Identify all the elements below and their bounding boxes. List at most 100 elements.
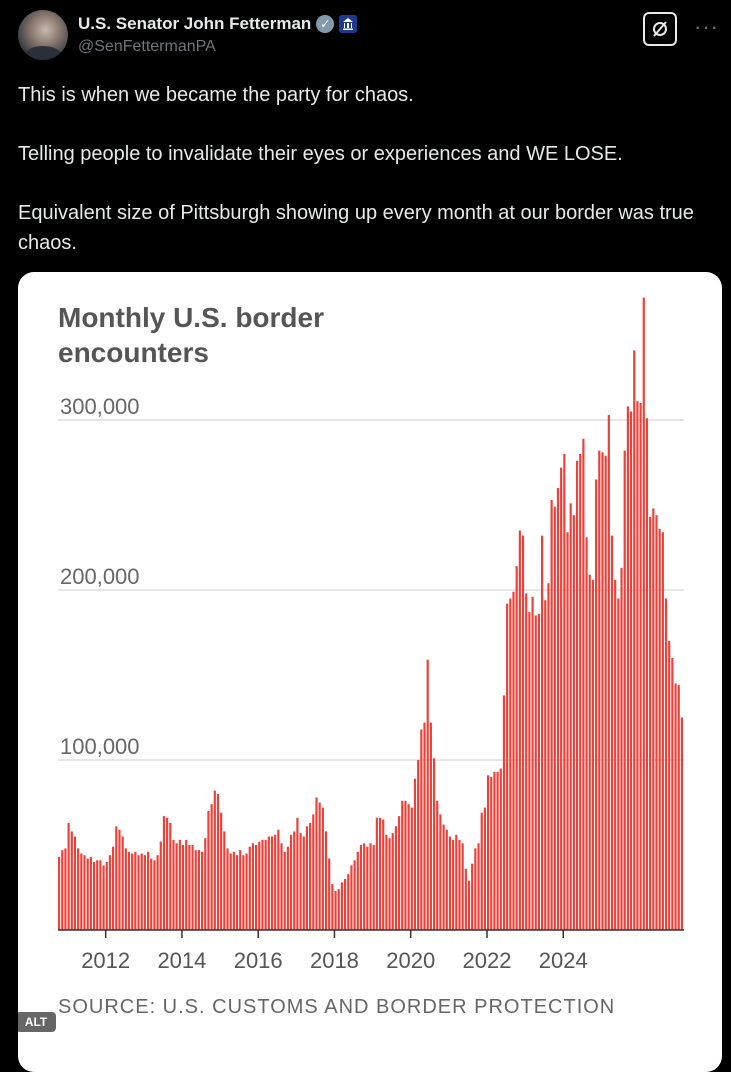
bar bbox=[442, 824, 445, 930]
bar bbox=[474, 848, 477, 930]
bar bbox=[318, 802, 321, 930]
bar bbox=[99, 860, 102, 930]
bar bbox=[633, 350, 636, 930]
bar bbox=[404, 800, 407, 930]
bar bbox=[340, 882, 343, 930]
more-options-icon[interactable]: ··· bbox=[694, 14, 719, 39]
bar bbox=[455, 834, 458, 930]
bar bbox=[363, 843, 366, 930]
bar bbox=[204, 838, 207, 930]
bar bbox=[194, 850, 197, 930]
bar bbox=[328, 858, 331, 930]
bar bbox=[509, 598, 512, 930]
bar bbox=[166, 817, 169, 930]
tweet-header: U.S. Senator John Fetterman ✓ @SenFetter… bbox=[18, 8, 719, 60]
bar bbox=[680, 717, 683, 930]
bar bbox=[299, 833, 302, 930]
bar bbox=[58, 856, 61, 930]
bar bbox=[200, 851, 204, 930]
bar-chart: 100,000 200,000 300,000 2012 2014 2016 2018 202… bbox=[58, 297, 684, 973]
bar bbox=[595, 479, 598, 930]
bar bbox=[575, 460, 579, 930]
bar bbox=[448, 836, 452, 930]
bar bbox=[61, 850, 64, 930]
bar bbox=[242, 855, 245, 930]
bar bbox=[410, 807, 413, 930]
bar bbox=[512, 591, 515, 930]
y-tick-label: 200,000 bbox=[60, 564, 140, 589]
bar bbox=[391, 833, 394, 930]
bar bbox=[610, 535, 614, 930]
bar bbox=[569, 503, 572, 930]
bar bbox=[159, 841, 162, 930]
bar bbox=[471, 863, 474, 930]
bar bbox=[382, 819, 385, 930]
bar bbox=[112, 846, 115, 930]
bar bbox=[216, 794, 220, 930]
bar bbox=[89, 856, 92, 930]
bar bbox=[601, 452, 604, 930]
bar bbox=[607, 414, 610, 930]
bar bbox=[502, 695, 506, 930]
bar bbox=[353, 860, 356, 930]
bar bbox=[394, 826, 398, 930]
bar bbox=[80, 853, 83, 930]
media-image-card[interactable]: Monthly U.S. border encounters 100,000 20… bbox=[18, 272, 722, 1072]
verified-badge-icon[interactable]: ✓ bbox=[316, 15, 335, 33]
bar bbox=[207, 811, 210, 930]
bar bbox=[334, 890, 337, 930]
bar bbox=[143, 855, 146, 930]
bar bbox=[305, 826, 309, 930]
bar bbox=[556, 488, 560, 930]
bar bbox=[286, 846, 289, 930]
x-tick-label: 2018 bbox=[310, 948, 359, 973]
bar bbox=[436, 800, 439, 930]
alt-text-badge[interactable]: ALT bbox=[16, 1012, 56, 1032]
author-name-row: U.S. Senator John Fetterman ✓ bbox=[78, 14, 358, 34]
bar bbox=[210, 804, 213, 930]
bar bbox=[140, 853, 143, 930]
government-capitol-icon[interactable] bbox=[339, 15, 358, 33]
tweet-paragraph: Telling people to invalidate their eyes … bbox=[18, 143, 623, 165]
bar bbox=[96, 860, 99, 930]
bar bbox=[401, 800, 404, 930]
x-tick-label: 2020 bbox=[386, 948, 435, 973]
author-handle[interactable]: @SenFettermanPA bbox=[78, 38, 216, 55]
bar bbox=[655, 515, 658, 930]
bar bbox=[582, 438, 585, 930]
bar bbox=[188, 845, 191, 930]
bar bbox=[423, 722, 426, 930]
bar bbox=[245, 853, 248, 930]
bar bbox=[493, 771, 496, 930]
y-tick-label: 100,000 bbox=[60, 734, 140, 759]
bar bbox=[525, 593, 528, 930]
bar bbox=[598, 450, 601, 930]
bar bbox=[185, 839, 188, 930]
bar bbox=[483, 807, 486, 930]
x-tick-label: 2024 bbox=[539, 948, 588, 973]
author-name[interactable]: U.S. Senator John Fetterman bbox=[78, 14, 312, 33]
bar bbox=[293, 831, 296, 930]
bar bbox=[331, 884, 334, 930]
bar bbox=[302, 836, 305, 930]
bar bbox=[105, 862, 108, 930]
bar bbox=[121, 836, 124, 930]
bar bbox=[239, 850, 242, 930]
bar bbox=[108, 855, 112, 930]
bar bbox=[477, 843, 480, 930]
bar bbox=[232, 851, 235, 930]
bar bbox=[131, 853, 134, 930]
bar bbox=[229, 853, 232, 930]
grok-icon[interactable] bbox=[643, 12, 677, 46]
x-tick-label: 2016 bbox=[234, 948, 283, 973]
chart-source: SOURCE: U.S. CUSTOMS AND BORDER PROTECTI… bbox=[58, 996, 616, 1018]
chart-title: Monthly U.S. border encounters bbox=[58, 302, 324, 368]
avatar[interactable] bbox=[18, 10, 68, 60]
bar bbox=[309, 822, 312, 930]
bar bbox=[528, 612, 531, 930]
bar bbox=[312, 814, 315, 930]
bar bbox=[464, 868, 467, 930]
bar bbox=[289, 834, 293, 930]
bar bbox=[258, 841, 261, 930]
bar bbox=[668, 641, 671, 930]
